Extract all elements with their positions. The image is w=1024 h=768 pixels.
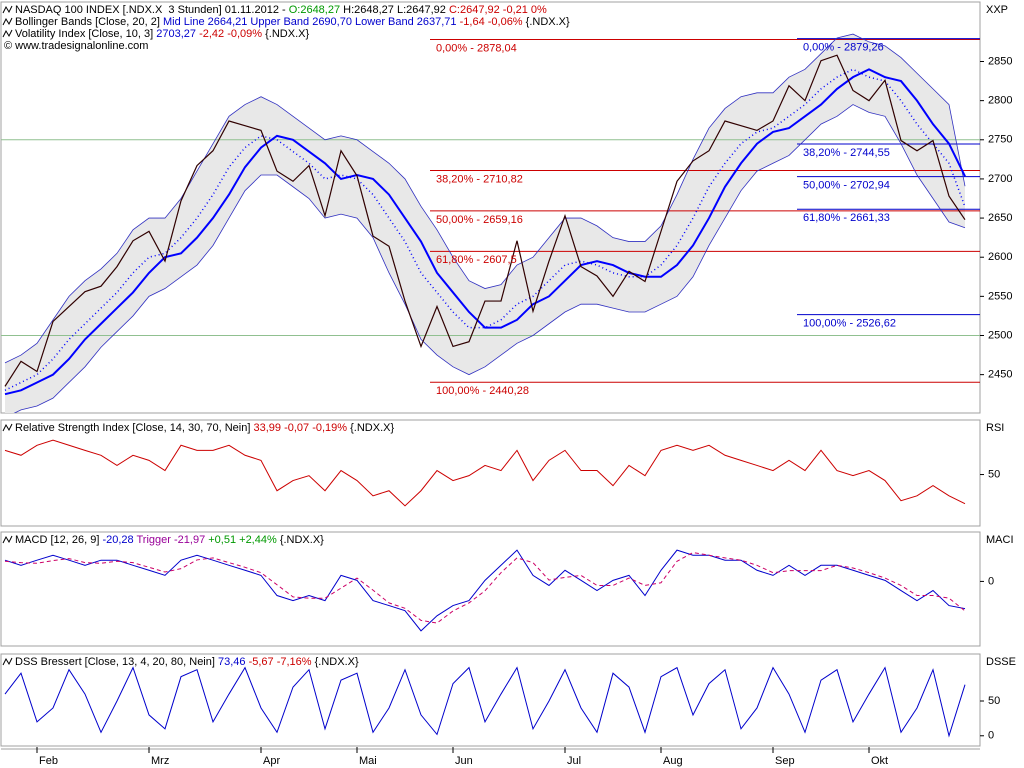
- x-tick-label: Jun: [455, 755, 473, 767]
- y-tick-label: 0: [988, 730, 994, 742]
- fib-label: 0,00% - 2879,26: [803, 41, 884, 53]
- fib-label: 100,00% - 2440,28: [436, 385, 529, 397]
- band-fill: [5, 34, 965, 413]
- header-part: DSS Bressert [Close, 13, 4, 20, 80, Nein…: [15, 656, 218, 668]
- x-tick-label: Mrz: [151, 755, 169, 767]
- x-tick-label: Mai: [359, 755, 377, 767]
- header-part: -5,67 -7,16%: [249, 656, 315, 668]
- header-part: Relative Strength Index [Close, 14, 30, …: [15, 422, 253, 434]
- x-tick-label: Aug: [663, 755, 683, 767]
- header-part: O:2648,27: [289, 4, 340, 16]
- y-tick-label: 2450: [988, 369, 1012, 381]
- plot-area: [4, 666, 966, 738]
- panel-frame: [0, 419, 981, 527]
- fib-label: 100,00% - 2526,62: [803, 318, 896, 330]
- volatility-line: [4, 68, 966, 396]
- header-part: 2703,27: [156, 28, 199, 40]
- header-part: +0,51 +2,44%: [208, 534, 280, 546]
- header-part: 73,46: [218, 656, 249, 668]
- header-part: Bollinger Bands [Close, 20, 2]: [15, 16, 163, 28]
- copyright: © www.tradesignalonline.com: [4, 40, 148, 52]
- header-text: NASDAQ 100 INDEX [.NDX.X 3 Stunden] 01.1…: [15, 4, 547, 16]
- y-tick-label: 2850: [988, 55, 1012, 67]
- x-tick-label: Sep: [775, 755, 795, 767]
- header-icon: [2, 29, 13, 38]
- fib-label: 61,80% - 2661,33: [803, 212, 890, 224]
- fib-label: 38,20% - 2710,82: [436, 173, 523, 185]
- header-text: DSS Bressert [Close, 13, 4, 20, 80, Nein…: [15, 656, 359, 668]
- header-icon: [2, 657, 13, 666]
- header-part: -2,42 -0,09%: [199, 28, 265, 40]
- series-line: [4, 552, 966, 624]
- header-icon: [2, 5, 13, 14]
- x-tick-label: Feb: [39, 755, 58, 767]
- x-tick-label: Jul: [567, 755, 581, 767]
- header-part: {.NDX.X}: [350, 422, 394, 434]
- header-icon: [2, 17, 13, 26]
- header-part: Volatility Index [Close, 10, 3]: [15, 28, 156, 40]
- price-line: [4, 54, 966, 387]
- panel-frame: [0, 653, 981, 747]
- x-tick-label: Okt: [871, 755, 888, 767]
- axis-label: DSSE: [986, 656, 1016, 668]
- header-part: NASDAQ 100 INDEX [.NDX.X 3 Stunden] 01.1…: [15, 4, 289, 16]
- fib-label: 50,00% - 2702,94: [803, 180, 890, 192]
- header-part: Trigger -21,97: [137, 534, 209, 546]
- series-line: [4, 549, 966, 632]
- header-part: H:2648,27 L:2647,92: [340, 4, 449, 16]
- header-part: {.NDX.X}: [265, 28, 309, 40]
- y-tick-label: 50: [988, 695, 1000, 707]
- header-icon: [2, 535, 13, 544]
- header-part: MACD [12, 26, 9]: [15, 534, 102, 546]
- header-text: Bollinger Bands [Close, 20, 2] Mid Line …: [15, 16, 570, 28]
- axis-label: MACI: [986, 534, 1014, 546]
- series-line: [4, 666, 966, 738]
- header-text: Volatility Index [Close, 10, 3] 2703,27 …: [15, 28, 309, 40]
- axis-label: XXP: [986, 4, 1008, 16]
- header-text: MACD [12, 26, 9] -20,28 Trigger -21,97 +…: [15, 534, 324, 546]
- y-tick-label: 2750: [988, 134, 1012, 146]
- fib-label: 61,80% - 2607,5: [436, 254, 517, 266]
- header-part: {.NDX.X}: [526, 16, 570, 28]
- y-tick-label: 2600: [988, 251, 1012, 263]
- x-tick-label: Apr: [263, 755, 280, 767]
- y-tick-label: 2550: [988, 290, 1012, 302]
- fib-label: 38,20% - 2744,55: [803, 147, 890, 159]
- fib-label: 0,00% - 2878,04: [436, 42, 517, 54]
- series-line: [4, 439, 966, 507]
- header-icon: [2, 423, 13, 432]
- panel-frame: [0, 531, 981, 647]
- y-tick-label: 2500: [988, 329, 1012, 341]
- header-part: -20,28: [102, 534, 136, 546]
- header-text: Relative Strength Index [Close, 14, 30, …: [15, 422, 394, 434]
- header-part: {.NDX.X}: [280, 534, 324, 546]
- plot-area: [1, 33, 980, 413]
- header-part: 33,99 -0,07 -0,19%: [253, 422, 350, 434]
- y-tick-label: 2800: [988, 95, 1012, 107]
- header-part: C:2647,92 -0,21 0%: [449, 4, 547, 16]
- header-part: {.NDX.X}: [315, 656, 359, 668]
- header-part: -1,64 -0,06%: [460, 16, 526, 28]
- header-part: Mid Line 2664,21 Upper Band 2690,70 Lowe…: [163, 16, 460, 28]
- upper-band: [4, 33, 966, 364]
- y-tick-label: 50: [988, 468, 1000, 480]
- y-tick-label: 2650: [988, 212, 1012, 224]
- plot-area: [4, 439, 966, 507]
- lower-band: [13, 104, 966, 413]
- y-tick-label: 0: [988, 575, 994, 587]
- fib-label: 50,00% - 2659,16: [436, 214, 523, 226]
- plot-area: [4, 549, 966, 632]
- y-tick-label: 2700: [988, 173, 1012, 185]
- axis-label: RSI: [986, 422, 1004, 434]
